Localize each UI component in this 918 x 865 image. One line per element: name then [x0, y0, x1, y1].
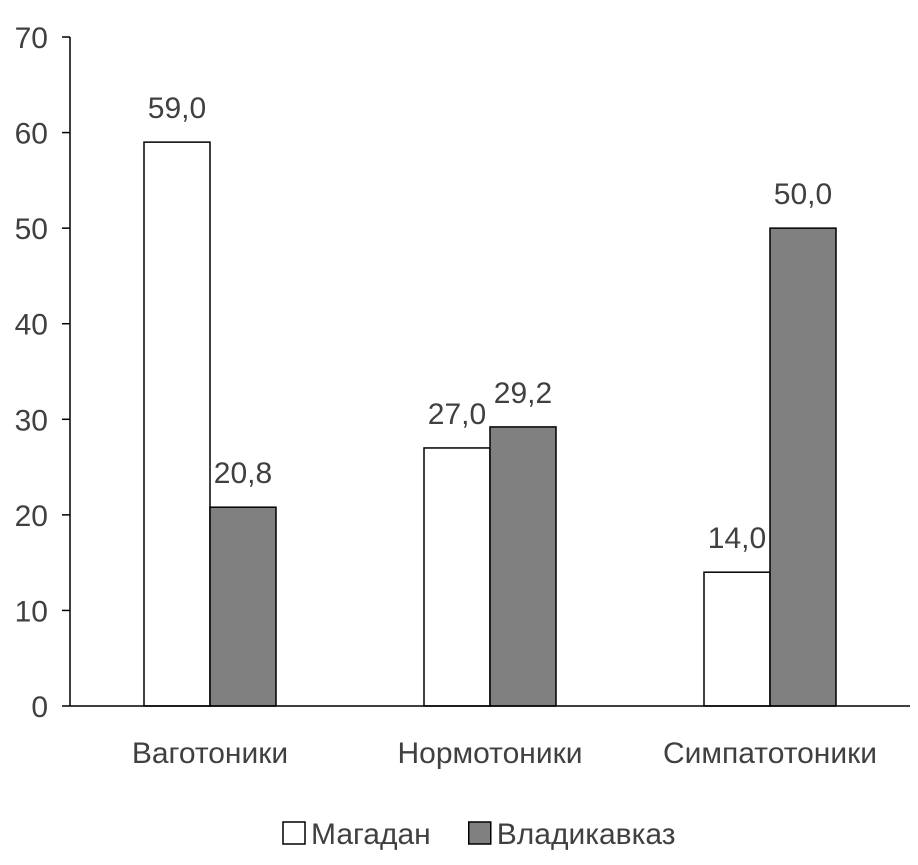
data-label: 50,0	[774, 178, 832, 211]
y-tick-label: 60	[15, 118, 48, 151]
legend-label: Владикавказ	[497, 818, 676, 851]
data-label: 14,0	[708, 522, 766, 555]
bar-series-2	[209, 506, 277, 707]
legend: Магадан Владикавказ	[282, 818, 676, 851]
bar-series-2	[489, 426, 557, 707]
legend-swatch	[282, 821, 306, 845]
y-tick-label: 10	[15, 595, 48, 628]
bar-series-1	[423, 447, 491, 707]
bar-series-2	[769, 227, 837, 707]
x-category-label: Ваготоники	[132, 737, 288, 770]
y-tick-label: 0	[31, 691, 48, 724]
y-tick-label: 20	[15, 500, 48, 533]
data-label: 59,0	[148, 92, 206, 125]
y-tick-label: 30	[15, 404, 48, 437]
data-label: 27,0	[428, 398, 486, 431]
legend-swatch	[468, 821, 492, 845]
data-labels: 59,0 20,8 27,029,2 14,0 50,0	[148, 92, 832, 555]
bars	[143, 141, 837, 707]
data-label: 20,8	[214, 457, 272, 490]
data-label: 29,2	[494, 377, 552, 410]
y-tick-label: 40	[15, 309, 48, 342]
bar-series-1	[143, 141, 211, 707]
y-axis: 0 10 20 30 40 50 60 70	[15, 22, 71, 724]
x-category-label: Нормотоники	[398, 737, 583, 770]
x-category-label: Симпатотоники	[663, 737, 877, 770]
legend-label: Магадан	[311, 818, 431, 851]
y-tick-label: 50	[15, 213, 48, 246]
x-axis: Ваготоники Нормотоники Симпатотоники	[70, 705, 910, 770]
bar-series-1	[703, 571, 771, 707]
y-tick-label: 70	[15, 22, 48, 55]
